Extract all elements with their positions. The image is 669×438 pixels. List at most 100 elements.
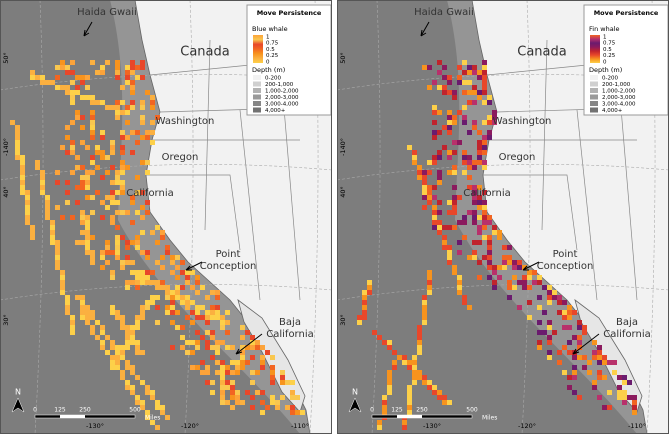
track-cell [382,410,387,415]
track-cell [442,65,447,70]
track-cell [255,370,260,375]
track-cell [260,390,265,395]
track-cell [452,200,457,205]
track-cell [572,355,577,360]
scale-tick: 0 [33,407,37,414]
track-cell [582,355,587,360]
legend-title: Move Persistence [594,9,659,17]
place-label: Haida Gwaii [77,7,137,18]
track-cell [70,150,75,155]
track-cell [215,370,220,375]
track-cell [50,235,55,240]
lon-label: -120° [518,422,536,430]
track-cell [457,75,462,80]
track-cell [452,225,457,230]
lat-label: 30° [339,314,347,326]
track-cell [110,190,115,195]
track-cell [607,405,612,410]
track-cell [55,260,60,265]
track-cell [80,125,85,130]
track-cell [622,380,627,385]
track-cell [75,200,80,205]
track-cell [130,200,135,205]
track-cell [130,65,135,70]
north-arrow [348,397,362,413]
track-cell [477,240,482,245]
track-cell [140,60,145,65]
track-cell [125,70,130,75]
track-cell [392,360,397,365]
track-cell [155,280,160,285]
track-cell [270,370,275,375]
track-cell [467,185,472,190]
track-cell [45,210,50,215]
track-cell [382,395,387,400]
track-cell [250,395,255,400]
track-cell [472,250,477,255]
track-cell [290,390,295,395]
track-cell [522,285,527,290]
track-cell [577,345,582,350]
track-cell [85,95,90,100]
track-cell [482,255,487,260]
track-cell [422,300,427,305]
track-cell [210,345,215,350]
track-cell [537,345,542,350]
track-cell [130,335,135,340]
track-cell [105,105,110,110]
track-cell [50,240,55,245]
track-cell [220,390,225,395]
track-cell [290,405,295,410]
track-cell [40,170,45,175]
track-cell [567,310,572,315]
track-cell [125,285,130,290]
track-cell [617,385,622,390]
track-cell [457,280,462,285]
track-cell [110,200,115,205]
track-cell [55,250,60,255]
track-cell [60,85,65,90]
track-cell [135,270,140,275]
legend: Move Persistence Fin whale 10.750.50.250De… [583,4,669,116]
track-cell [180,270,185,275]
track-cell [567,340,572,345]
track-cell [417,350,422,355]
graticule [184,0,194,434]
track-cell [120,235,125,240]
track-cell [482,220,487,225]
track-cell [100,70,105,75]
track-cell [110,165,115,170]
track-cell [65,125,70,130]
lat-label: 50° [339,52,347,64]
track-cell [392,350,397,355]
track-cell [412,370,417,375]
track-cell [115,225,120,230]
track-cell [120,160,125,165]
track-cell [577,335,582,340]
track-cell [487,260,492,265]
track-cell [80,315,85,320]
track-cell [90,135,95,140]
track-cell [587,360,592,365]
track-cell [472,160,477,165]
track-cell [547,320,552,325]
track-cell [185,315,190,320]
track-cell [125,245,130,250]
track-cell [542,310,547,315]
track-cell [225,370,230,375]
track-cell [492,285,497,290]
track-cell [150,95,155,100]
track-cell [432,210,437,215]
track-cell [65,180,70,185]
track-cell [477,185,482,190]
track-cell [225,380,230,385]
track-cell [110,215,115,220]
track-cell [85,215,90,220]
lat-label: -140° [2,138,10,156]
track-cell [537,295,542,300]
boundary [146,174,241,251]
track-cell [150,420,155,425]
track-cell [220,315,225,320]
track-cell [290,380,295,385]
